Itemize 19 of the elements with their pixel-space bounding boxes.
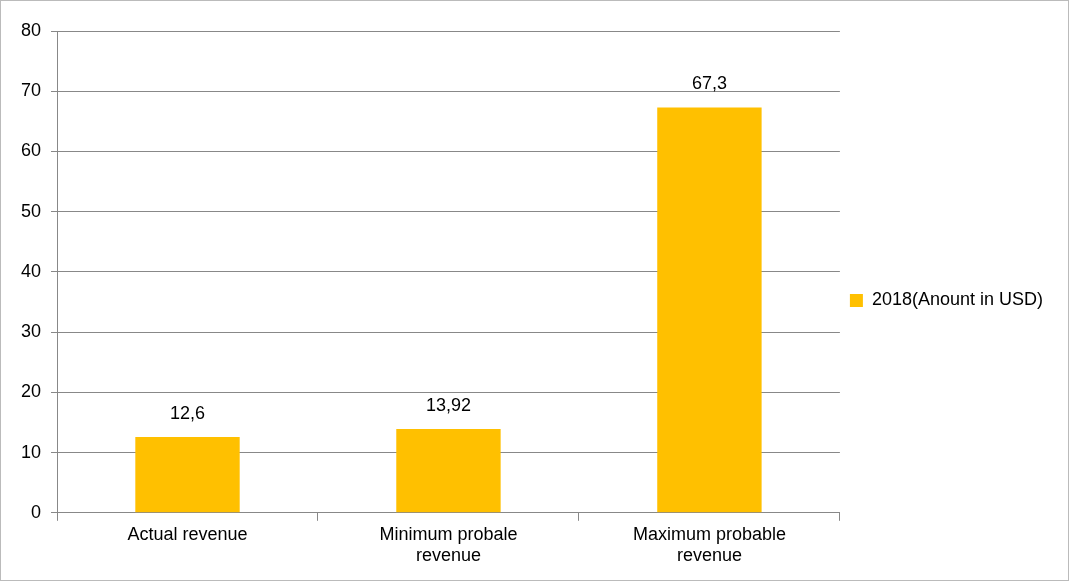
- x-tick-label: Minimum probale revenue: [379, 523, 518, 566]
- y-tick-label: 10: [20, 441, 42, 462]
- y-tick-label: 0: [31, 501, 42, 522]
- y-tick-label: 30: [20, 321, 42, 342]
- data-label: 12,6: [169, 402, 206, 423]
- bar: [135, 436, 240, 513]
- legend-label: 2018(Anount in USD): [871, 289, 1044, 310]
- bar: [396, 428, 501, 513]
- x-tick-label: Actual revenue: [127, 523, 248, 544]
- y-tick-label: 40: [20, 260, 42, 281]
- bar: [657, 107, 762, 513]
- y-tick-label: 50: [20, 200, 42, 221]
- y-tick-label: 20: [20, 381, 42, 402]
- y-tick-label: 60: [20, 140, 42, 161]
- data-label: 67,3: [691, 73, 727, 94]
- y-tick-label: 80: [20, 19, 42, 40]
- data-label: 13,92: [425, 394, 471, 415]
- y-tick-label: 70: [20, 80, 42, 101]
- x-tick-label: Maximum probable revenue: [632, 523, 786, 566]
